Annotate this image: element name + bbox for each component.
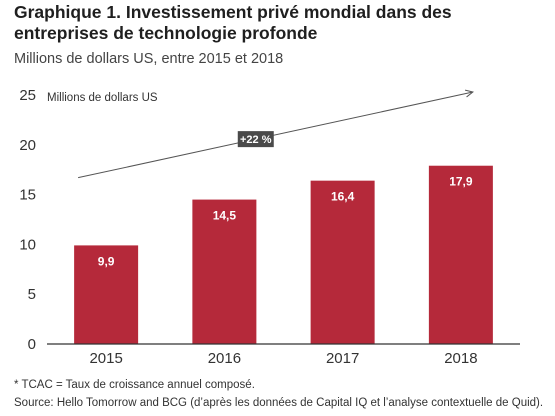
source-note: Source: Hello Tomorrow and BCG (d’après … (14, 397, 544, 409)
bar-value-label: 9,9 (98, 254, 115, 268)
y-tick-label: 15 (19, 187, 36, 204)
y-axis: 0 5 10 15 20 25 (19, 87, 36, 353)
x-tick-label: 2016 (208, 350, 241, 367)
trend-annotation: +22 % (78, 89, 474, 179)
y-tick-label: 10 (19, 236, 36, 253)
y-tick-label: 0 (28, 336, 36, 353)
bar-value-label: 17,9 (449, 175, 473, 189)
y-axis-unit-label: Millions de dollars US (47, 92, 158, 104)
x-tick-label: 2018 (444, 350, 477, 367)
x-axis: 2015 2016 2017 2018 (47, 343, 520, 367)
bar-2017 (310, 180, 375, 344)
bars: 9,9 14,5 16,4 17,9 (74, 165, 493, 344)
footnote: * TCAC = Taux de croissance annuel compo… (14, 379, 255, 391)
x-tick-label: 2017 (326, 350, 359, 367)
y-tick-label: 5 (28, 286, 36, 303)
bar-value-label: 14,5 (213, 209, 237, 223)
y-tick-label: 20 (19, 137, 36, 154)
chart-title: Graphique 1. Investissement privé mondia… (14, 2, 452, 43)
growth-rate-label: +22 % (240, 134, 272, 146)
trend-arrow-head (464, 89, 474, 98)
bar-2016 (192, 199, 257, 344)
y-tick-label: 25 (19, 87, 36, 104)
bar-2018 (428, 165, 493, 344)
growth-badge (237, 131, 274, 148)
bar-value-label: 16,4 (331, 190, 355, 204)
chart-subtitle: Millions de dollars US, entre 2015 et 20… (14, 51, 284, 67)
bar-2015 (74, 245, 139, 344)
x-tick-label: 2015 (89, 350, 122, 367)
trend-arrow-line (78, 91, 473, 179)
